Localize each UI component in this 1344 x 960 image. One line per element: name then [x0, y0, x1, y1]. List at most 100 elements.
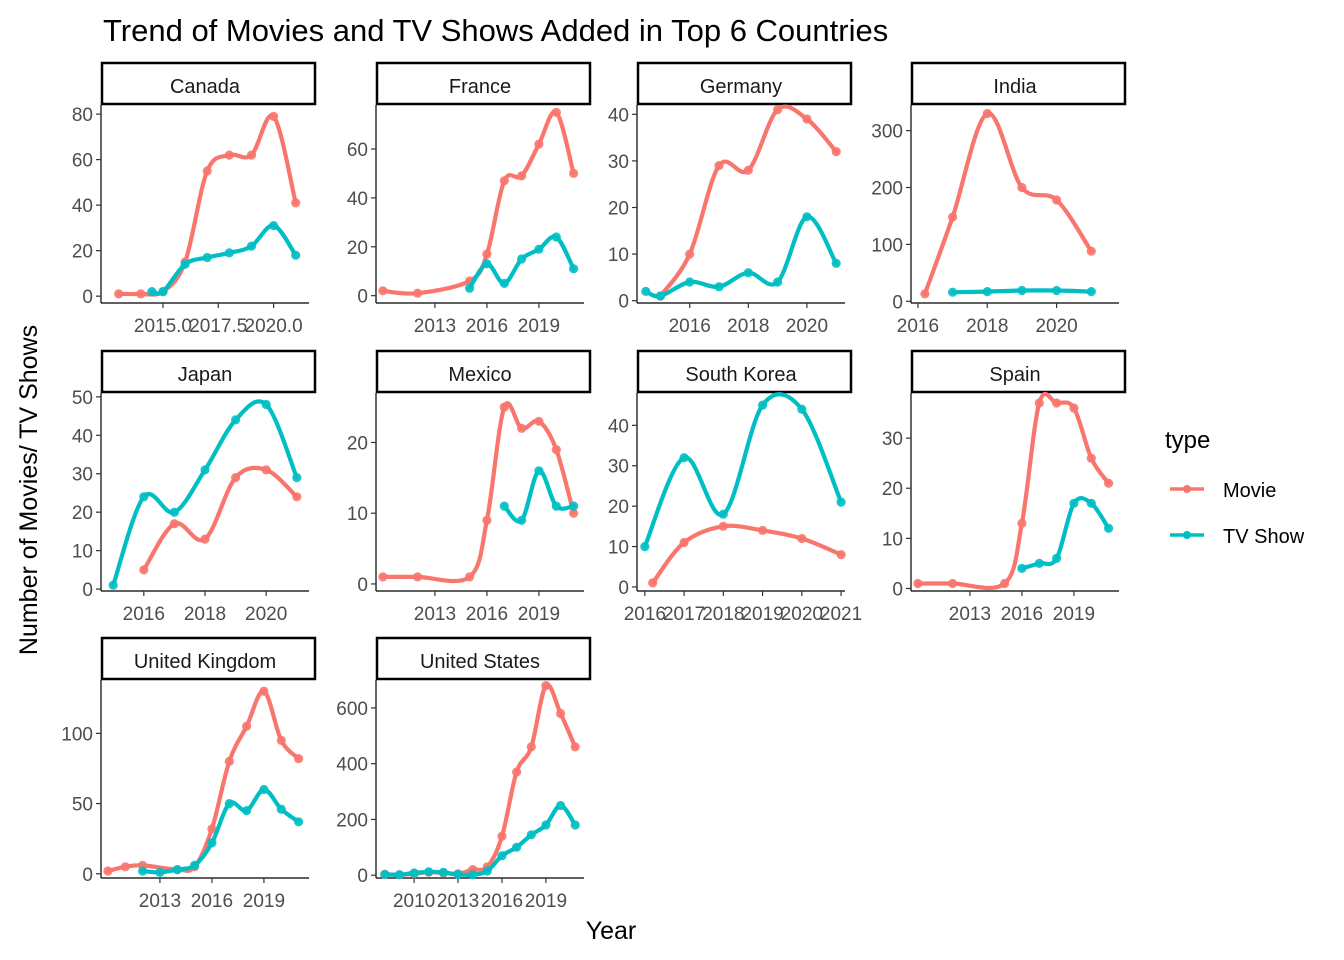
y-tick-label-united-kingdom: 0 [82, 865, 93, 886]
x-tick-label-south-korea: 2021 [820, 604, 862, 625]
data-point-mexico-movie [551, 445, 561, 455]
data-point-canada-tv-show [269, 221, 279, 231]
data-point-germany-tv-show [714, 282, 724, 292]
y-tick-label-france: 0 [357, 287, 368, 308]
data-point-canada-tv-show [202, 252, 212, 263]
data-point-south-korea-tv-show [640, 542, 650, 552]
facet-strip-united-kingdom [100, 636, 317, 681]
data-point-spain-tv-show [1034, 558, 1044, 569]
data-point-india-tv-show [1052, 285, 1062, 296]
data-point-united-states-tv-show [526, 830, 536, 840]
data-point-south-korea-tv-show [679, 453, 689, 463]
series-line-united-kingdom-tv-show [140, 787, 301, 875]
data-point-india-tv-show [982, 287, 992, 297]
data-point-canada-movie [246, 150, 257, 160]
facet-label-mexico: Mexico [448, 364, 511, 386]
x-tick-label-japan: 2020 [245, 604, 287, 625]
x-tick-label-united-kingdom: 2019 [243, 891, 285, 912]
legend-item-movie: Movie [1170, 480, 1276, 502]
facet-spain: Spain 0 10 20 30 2013 2016 2019 [882, 349, 1127, 625]
x-tick-label-france: 2016 [466, 316, 508, 337]
data-point-united-states-tv-show [424, 867, 434, 877]
data-point-united-kingdom-tv-show [294, 817, 304, 827]
data-point-germany-tv-show [831, 258, 841, 268]
facet-label-spain: Spain [989, 364, 1040, 386]
data-point-france-movie [413, 288, 423, 298]
data-point-japan-movie [200, 534, 210, 544]
data-point-japan-tv-show [169, 507, 179, 517]
y-tick-label-united-states: 0 [357, 866, 368, 887]
data-point-united-kingdom-tv-show [190, 860, 200, 871]
y-tick-label-united-states: 600 [336, 699, 368, 720]
series-line-south-korea-movie [650, 523, 844, 585]
data-point-spain-movie [1086, 453, 1096, 463]
x-axis-title: Year [586, 917, 637, 945]
facet-strip-spain [910, 349, 1127, 394]
legend-title: type [1165, 427, 1210, 454]
data-point-mexico-tv-show [569, 501, 579, 511]
series-line-canada-movie [116, 113, 298, 297]
data-point-france-movie [551, 107, 561, 117]
data-point-india-movie [920, 289, 930, 299]
x-tick-label-mexico: 2019 [518, 604, 560, 625]
facet-united-states: United States 0 200 400 600 2010 2013 2016 2019 [336, 636, 592, 912]
data-point-germany-movie [743, 165, 753, 175]
data-point-canada-movie [136, 289, 146, 299]
facet-india: India 0 100 200 300 2016 2018 2020 [871, 61, 1127, 337]
x-tick-label-south-korea: 2020 [781, 604, 823, 625]
data-point-mexico-tv-show [551, 501, 561, 511]
x-tick-label-spain: 2019 [1053, 604, 1095, 625]
series-line-united-kingdom-movie [105, 689, 301, 874]
data-point-south-korea-tv-show [836, 497, 846, 507]
data-point-france-movie [499, 176, 509, 186]
data-point-mexico-movie [499, 402, 509, 412]
data-point-mexico-tv-show [534, 466, 544, 476]
facet-label-japan: Japan [178, 364, 233, 386]
data-point-japan-tv-show [261, 399, 271, 410]
x-tick-label-united-states: 2010 [393, 891, 435, 912]
y-tick-label-mexico: 20 [347, 434, 368, 455]
data-point-united-states-movie [570, 742, 580, 752]
data-point-south-korea-movie [648, 578, 658, 588]
data-point-united-states-movie [556, 708, 566, 719]
data-point-india-movie [982, 108, 992, 119]
data-point-united-kingdom-movie [224, 756, 234, 767]
series-line-united-states-movie [382, 682, 578, 877]
data-point-germany-movie [773, 105, 783, 115]
facet-united-kingdom: United Kingdom 0 50 100 2013 2016 2019 [61, 636, 317, 912]
data-point-canada-tv-show [180, 259, 190, 269]
data-point-united-states-tv-show [556, 800, 566, 811]
y-tick-label-japan: 0 [82, 580, 93, 601]
y-tick-label-canada: 40 [72, 196, 93, 217]
legend-label-movie: Movie [1223, 480, 1276, 502]
data-point-united-kingdom-tv-show [155, 867, 165, 878]
data-point-canada-tv-show [147, 287, 157, 297]
y-tick-label-germany: 30 [608, 152, 629, 173]
data-point-mexico-tv-show [499, 501, 509, 511]
data-point-india-movie [1086, 246, 1096, 256]
series-line-mexico-movie [380, 401, 576, 584]
y-axis-title: Number of Movies/ TV Shows [15, 325, 43, 655]
facet-strip-germany [636, 61, 853, 106]
data-point-spain-movie [913, 578, 923, 589]
y-tick-label-united-states: 200 [336, 810, 368, 831]
data-point-south-korea-movie [679, 537, 689, 548]
data-point-mexico-movie [413, 572, 423, 582]
y-tick-label-united-kingdom: 50 [72, 795, 93, 816]
data-point-united-states-movie [511, 767, 522, 777]
x-tick-label-germany: 2020 [786, 316, 828, 337]
y-tick-label-japan: 40 [72, 426, 93, 447]
series-line-spain-tv-show [1019, 496, 1111, 571]
y-tick-label-canada: 60 [72, 151, 93, 172]
y-tick-label-france: 60 [347, 140, 368, 161]
data-point-united-kingdom-tv-show [172, 865, 182, 875]
y-tick-label-south-korea: 0 [618, 578, 629, 599]
data-point-germany-movie [685, 249, 695, 259]
y-tick-label-india: 100 [871, 235, 903, 256]
y-tick-label-france: 20 [347, 238, 368, 259]
data-point-mexico-tv-show [517, 515, 527, 525]
data-point-france-movie [534, 139, 544, 149]
x-tick-label-canada: 2020.0 [245, 316, 303, 337]
facet-south-korea: South Korea 0 10 20 30 40 20162017201820192020… [608, 349, 862, 625]
data-point-spain-tv-show [1104, 523, 1114, 533]
